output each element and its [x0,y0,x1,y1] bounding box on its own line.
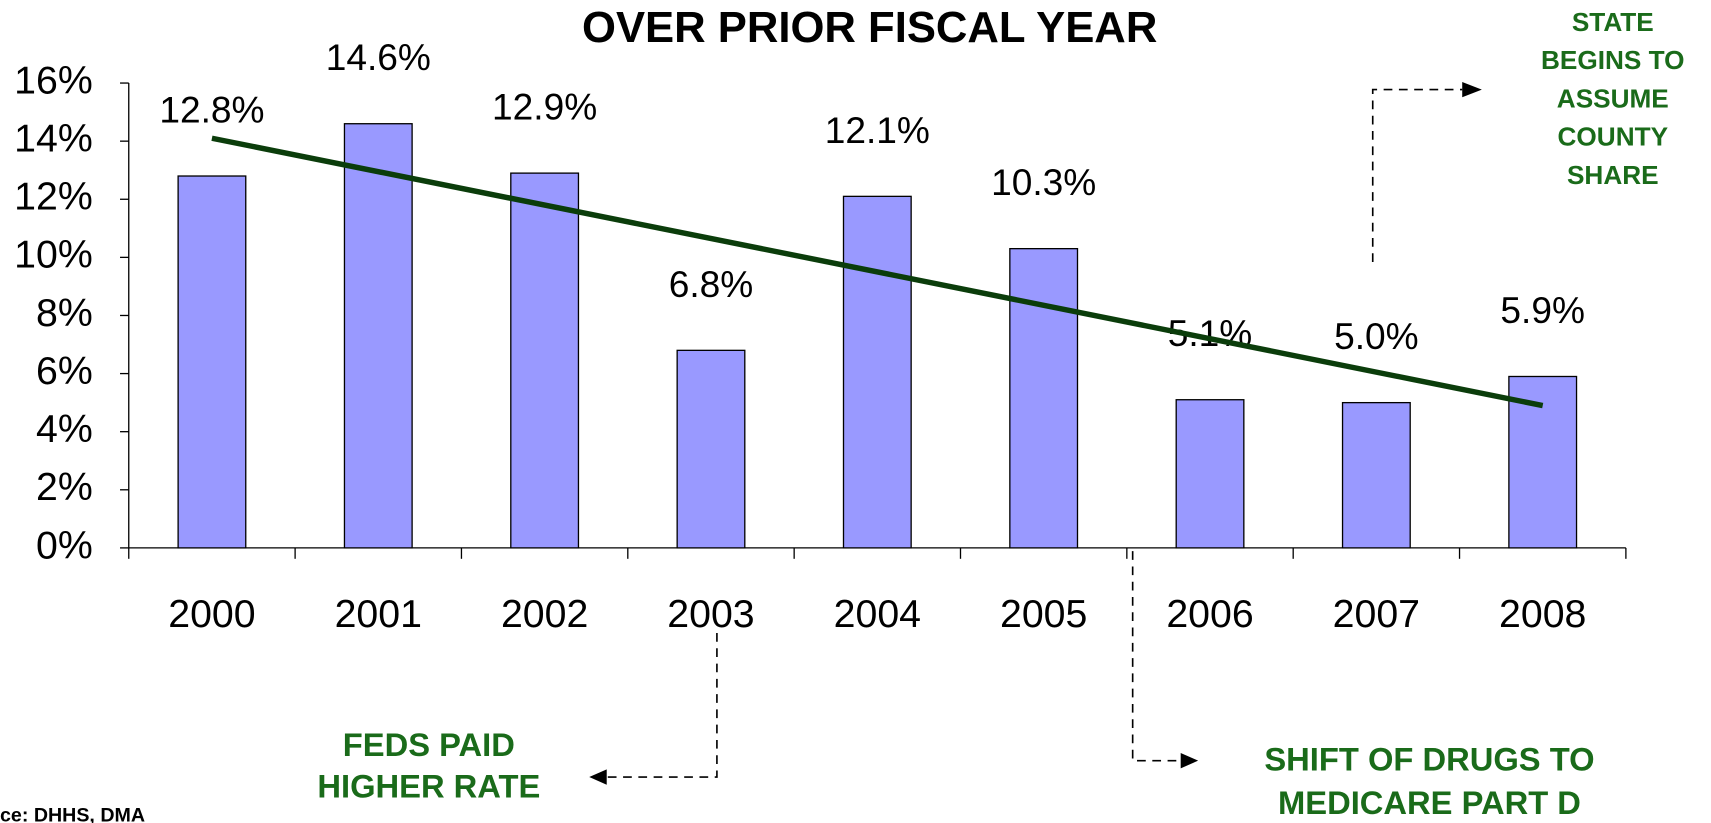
value-label: 12.8% [159,89,264,131]
annotation-arrow [1131,551,1181,762]
bar [1341,401,1411,549]
arrow-head [1462,81,1482,98]
annotation: ASSUME [1557,83,1669,113]
x-tick-label: 2000 [168,592,255,636]
y-tick-label: 4% [36,407,93,451]
annotation: HIGHER RATE [317,768,540,805]
annotation-arrow [1371,88,1463,263]
y-tick-label: 12% [14,175,93,219]
arrow-head [589,769,607,785]
value-label: 5.9% [1500,289,1585,331]
value-label: 12.1% [825,109,930,151]
annotation: SHIFT OF DRUGS TO [1264,740,1594,777]
x-tick-label: 2006 [1166,592,1253,636]
annotation: COUNTY [1558,122,1669,152]
annotation: STATE [1572,7,1654,37]
annotation: BEGINS TO [1541,45,1685,75]
value-label: 10.3% [991,161,1096,203]
value-label: 5.0% [1334,315,1419,357]
y-tick-label: 8% [36,291,93,335]
annotation: SHARE [1567,160,1659,190]
x-tick-label: 2004 [834,592,921,636]
x-tick-label: 2007 [1333,592,1420,636]
source: ce: DHHS, DMA [0,805,145,823]
bar [676,349,746,549]
arrow-head [1180,753,1199,769]
bar [1175,399,1245,549]
bar [842,195,912,549]
bar [177,175,247,549]
x-tick-label: 2001 [335,592,422,636]
bar [343,123,413,549]
y-tick-label: 10% [14,233,93,277]
x-tick-label: 2005 [1000,592,1087,636]
bar [1009,247,1079,549]
x-tick-label: 2008 [1499,592,1586,636]
x-tick-label: 2002 [501,592,588,636]
bar [510,172,580,549]
value-label: 14.6% [326,36,431,78]
chart-title: OVER PRIOR FISCAL YEAR [582,3,1157,52]
y-tick-label: 0% [36,523,93,567]
value-label: 6.8% [669,263,754,305]
y-tick-label: 2% [36,465,93,509]
trendline [211,135,1544,409]
y-tick-label: 14% [14,117,93,161]
value-label: 12.9% [492,86,597,128]
x-tick-label: 2003 [667,592,754,636]
y-tick-label: 6% [36,349,93,393]
annotation: FEDS PAID [343,726,515,763]
annotation-arrow [606,633,718,778]
y-tick-label: 16% [14,58,93,102]
annotation: MEDICARE PART D [1278,784,1581,821]
